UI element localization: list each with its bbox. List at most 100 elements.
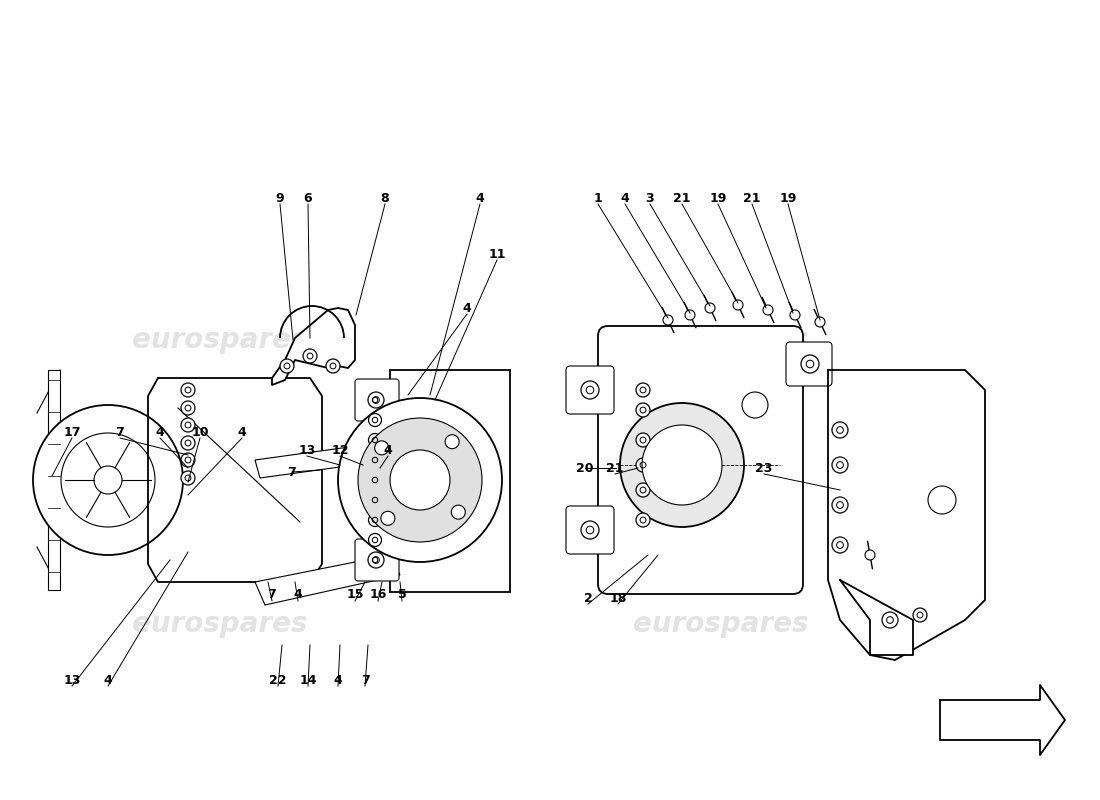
Circle shape — [182, 436, 195, 450]
Text: 11: 11 — [488, 247, 506, 261]
Polygon shape — [840, 580, 913, 655]
Text: 20: 20 — [576, 462, 594, 474]
Text: eurospares: eurospares — [132, 326, 308, 354]
Circle shape — [763, 305, 773, 315]
Circle shape — [801, 355, 820, 373]
Text: 7: 7 — [361, 674, 370, 686]
Text: 21: 21 — [673, 191, 691, 205]
Text: 19: 19 — [779, 191, 796, 205]
Circle shape — [865, 550, 874, 560]
Circle shape — [368, 494, 382, 506]
Circle shape — [790, 310, 800, 320]
Circle shape — [581, 521, 600, 539]
Text: 21: 21 — [744, 191, 761, 205]
Text: 4: 4 — [475, 191, 484, 205]
Circle shape — [733, 300, 742, 310]
FancyBboxPatch shape — [390, 370, 510, 592]
Circle shape — [882, 612, 898, 628]
Circle shape — [636, 483, 650, 497]
Text: eurospares: eurospares — [632, 610, 808, 638]
FancyBboxPatch shape — [598, 326, 803, 594]
Text: 4: 4 — [238, 426, 246, 438]
Text: eurospares: eurospares — [632, 326, 808, 354]
Circle shape — [815, 317, 825, 327]
Circle shape — [368, 434, 382, 446]
Circle shape — [182, 401, 195, 415]
Circle shape — [280, 359, 294, 373]
Text: 5: 5 — [397, 589, 406, 602]
Circle shape — [182, 471, 195, 485]
FancyBboxPatch shape — [355, 539, 399, 581]
Circle shape — [375, 441, 388, 455]
Text: 4: 4 — [620, 191, 629, 205]
Polygon shape — [48, 370, 60, 590]
Circle shape — [302, 349, 317, 363]
Text: 12: 12 — [331, 443, 349, 457]
Text: 14: 14 — [299, 674, 317, 686]
Circle shape — [368, 514, 382, 526]
Circle shape — [913, 608, 927, 622]
Circle shape — [326, 359, 340, 373]
Text: 17: 17 — [64, 426, 80, 438]
FancyBboxPatch shape — [355, 379, 399, 421]
Text: 4: 4 — [333, 674, 342, 686]
Circle shape — [368, 454, 382, 466]
Circle shape — [60, 433, 155, 527]
FancyBboxPatch shape — [566, 506, 614, 554]
Circle shape — [581, 381, 600, 399]
Circle shape — [642, 425, 722, 505]
Circle shape — [446, 434, 459, 449]
Text: 4: 4 — [463, 302, 472, 314]
Circle shape — [636, 458, 650, 472]
Text: 4: 4 — [294, 589, 302, 602]
Circle shape — [705, 303, 715, 313]
Text: 1: 1 — [594, 191, 603, 205]
Polygon shape — [940, 685, 1065, 755]
Circle shape — [368, 394, 382, 406]
Text: 3: 3 — [646, 191, 654, 205]
Text: 19: 19 — [710, 191, 727, 205]
Text: 8: 8 — [381, 191, 389, 205]
Circle shape — [368, 414, 382, 426]
Circle shape — [636, 433, 650, 447]
Circle shape — [182, 453, 195, 467]
Text: 21: 21 — [606, 462, 624, 474]
Text: 10: 10 — [191, 426, 209, 438]
FancyBboxPatch shape — [786, 342, 832, 386]
Text: 7: 7 — [116, 426, 124, 438]
Circle shape — [742, 392, 768, 418]
Circle shape — [358, 418, 482, 542]
Text: 18: 18 — [609, 591, 627, 605]
Circle shape — [338, 398, 502, 562]
Circle shape — [620, 403, 744, 527]
Circle shape — [368, 534, 382, 546]
Circle shape — [636, 383, 650, 397]
Circle shape — [451, 505, 465, 519]
Polygon shape — [272, 308, 355, 385]
Circle shape — [368, 474, 382, 486]
Circle shape — [636, 403, 650, 417]
Circle shape — [182, 383, 195, 397]
Text: 4: 4 — [384, 443, 393, 457]
Circle shape — [832, 537, 848, 553]
Polygon shape — [255, 440, 405, 478]
Circle shape — [663, 315, 673, 325]
Circle shape — [182, 418, 195, 432]
Circle shape — [832, 457, 848, 473]
Polygon shape — [148, 378, 322, 582]
Circle shape — [390, 450, 450, 510]
Circle shape — [368, 552, 384, 568]
Circle shape — [832, 422, 848, 438]
Text: 4: 4 — [103, 674, 112, 686]
Text: 15: 15 — [346, 589, 364, 602]
Text: 13: 13 — [64, 674, 80, 686]
Text: 2: 2 — [584, 591, 593, 605]
FancyBboxPatch shape — [566, 366, 614, 414]
Text: 6: 6 — [304, 191, 312, 205]
Text: 23: 23 — [756, 462, 772, 474]
Text: 16: 16 — [370, 589, 387, 602]
Text: 4: 4 — [155, 426, 164, 438]
Text: 9: 9 — [276, 191, 284, 205]
Text: 22: 22 — [270, 674, 287, 686]
Circle shape — [381, 511, 395, 526]
